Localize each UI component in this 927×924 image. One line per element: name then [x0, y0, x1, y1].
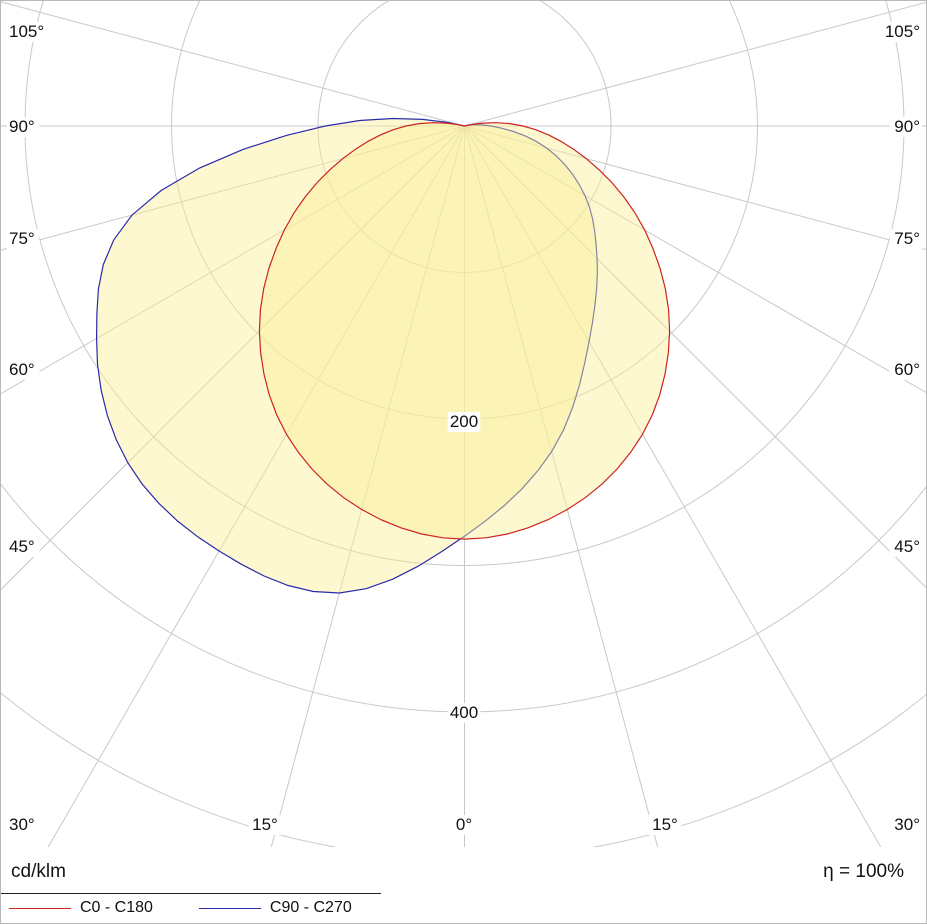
efficiency-label: η = 100% [823, 861, 904, 882]
legend-label-c90-c270: C90 - C270 [269, 899, 352, 916]
polar-chart: 105° 90° 75° 60° 45° 30° 105° 90° 75° 60° 45° 30° 15… [1, 1, 926, 847]
svg-text:30°: 30° [9, 815, 35, 834]
legend: C0 - C180 C90 - C270 [9, 899, 352, 917]
svg-text:200: 200 [450, 412, 478, 431]
svg-text:45°: 45° [9, 537, 35, 556]
svg-text:75°: 75° [894, 229, 920, 248]
svg-text:0°: 0° [456, 815, 472, 834]
svg-text:30°: 30° [894, 815, 920, 834]
svg-text:15°: 15° [652, 815, 678, 834]
svg-text:60°: 60° [9, 360, 35, 379]
intensity-curves [95, 117, 671, 594]
legend-item-c0-c180: C0 - C180 [9, 899, 153, 917]
legend-divider [1, 893, 381, 894]
svg-text:60°: 60° [894, 360, 920, 379]
svg-text:45°: 45° [894, 537, 920, 556]
svg-text:105°: 105° [9, 22, 44, 41]
svg-text:90°: 90° [9, 117, 35, 136]
curve-C90-C270 [95, 117, 599, 594]
svg-text:90°: 90° [894, 117, 920, 136]
svg-text:400: 400 [450, 703, 478, 722]
svg-text:105°: 105° [885, 22, 920, 41]
legend-line-blue [198, 907, 261, 909]
curve-C0-C180 [258, 122, 671, 540]
legend-line-red [9, 907, 71, 909]
unit-label: cd/klm [11, 861, 66, 882]
svg-text:75°: 75° [9, 229, 35, 248]
chart-labels: 105° 90° 75° 60° 45° 30° 105° 90° 75° 60° 45° 30° 15… [7, 22, 922, 835]
svg-text:15°: 15° [252, 815, 278, 834]
legend-label-c0-c180: C0 - C180 [80, 899, 153, 916]
legend-item-c90-c270: C90 - C270 [198, 899, 352, 917]
